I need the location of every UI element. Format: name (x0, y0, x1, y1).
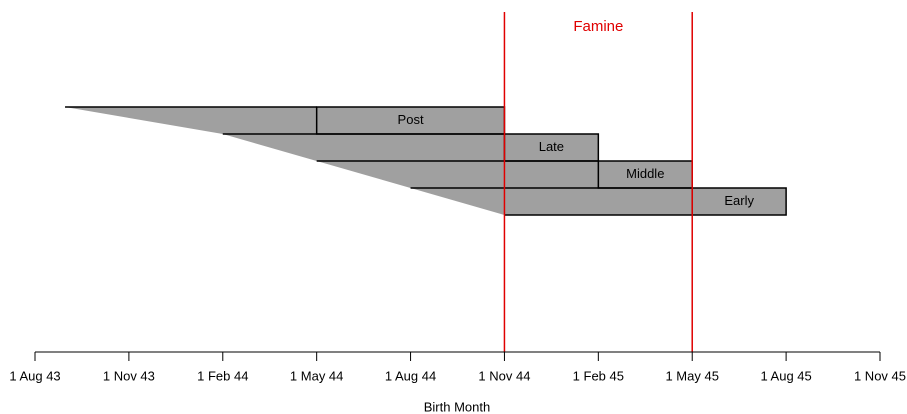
x-tick-label: 1 Feb 45 (573, 368, 624, 383)
period-label: Post (398, 112, 424, 127)
x-tick-label: 1 Aug 43 (9, 368, 60, 383)
x-tick-label: 1 Nov 44 (478, 368, 530, 383)
x-tick-label: 1 May 45 (665, 368, 718, 383)
x-tick-label: 1 Nov 45 (854, 368, 906, 383)
x-tick-label: 1 May 44 (290, 368, 343, 383)
period-label: Early (724, 193, 754, 208)
x-tick-label: 1 Feb 44 (197, 368, 248, 383)
x-tick-label: 1 Nov 43 (103, 368, 155, 383)
x-tick-label: 1 Aug 45 (760, 368, 811, 383)
x-axis-title: Birth Month (424, 399, 490, 414)
x-tick-label: 1 Aug 44 (385, 368, 436, 383)
period-label: Late (539, 139, 564, 154)
famine-label: Famine (573, 18, 623, 35)
period-label: Middle (626, 166, 664, 181)
